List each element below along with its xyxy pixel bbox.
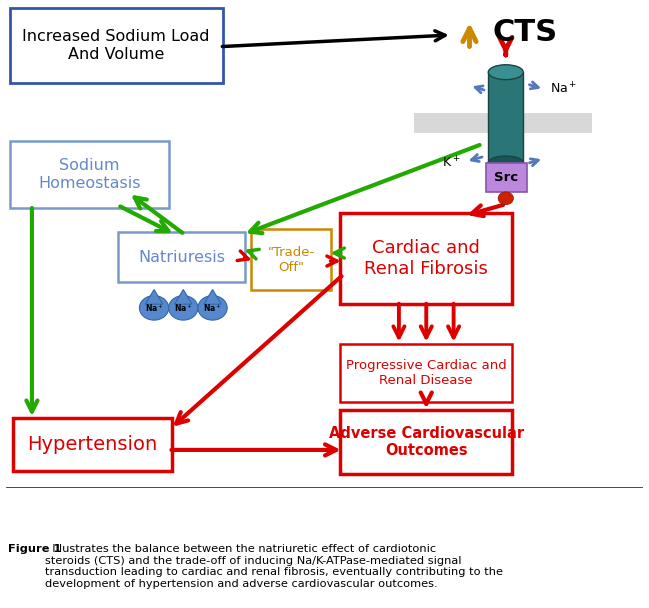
Text: Figure 1: Figure 1 xyxy=(8,544,61,554)
Circle shape xyxy=(169,295,198,320)
Polygon shape xyxy=(175,289,192,304)
Text: Sodium
Homeostasis: Sodium Homeostasis xyxy=(38,159,140,191)
Text: Illustrates the balance between the natriuretic effect of cardiotonic
steroids (: Illustrates the balance between the natr… xyxy=(45,544,504,589)
Text: Progressive Cardiac and
Renal Disease: Progressive Cardiac and Renal Disease xyxy=(346,359,507,387)
FancyBboxPatch shape xyxy=(10,9,223,83)
FancyBboxPatch shape xyxy=(341,344,512,402)
FancyBboxPatch shape xyxy=(341,213,512,303)
Text: Adverse Cardiovascular
Outcomes: Adverse Cardiovascular Outcomes xyxy=(328,426,524,458)
Text: Src: Src xyxy=(495,171,519,184)
Ellipse shape xyxy=(488,64,523,80)
Text: Na$^+$: Na$^+$ xyxy=(203,302,222,314)
Text: Natriuresis: Natriuresis xyxy=(138,249,225,264)
Text: Cardiac and
Renal Fibrosis: Cardiac and Renal Fibrosis xyxy=(364,239,488,278)
Circle shape xyxy=(498,192,513,205)
Text: CTS: CTS xyxy=(493,18,557,47)
Text: Na$^+$: Na$^+$ xyxy=(145,302,164,314)
Text: Increased Sodium Load
And Volume: Increased Sodium Load And Volume xyxy=(23,29,210,62)
FancyBboxPatch shape xyxy=(341,410,512,474)
Polygon shape xyxy=(145,289,163,304)
Circle shape xyxy=(140,295,169,320)
FancyBboxPatch shape xyxy=(117,232,245,282)
Bar xyxy=(488,72,523,163)
Circle shape xyxy=(198,295,227,320)
FancyBboxPatch shape xyxy=(13,418,172,471)
Bar xyxy=(413,113,592,133)
Text: Na$^+$: Na$^+$ xyxy=(174,302,193,314)
FancyBboxPatch shape xyxy=(10,142,169,208)
Text: Hypertension: Hypertension xyxy=(27,435,158,454)
Text: K$^+$: K$^+$ xyxy=(441,155,460,170)
FancyBboxPatch shape xyxy=(251,229,331,291)
Polygon shape xyxy=(204,289,221,304)
Text: Na$^+$: Na$^+$ xyxy=(550,81,578,97)
Ellipse shape xyxy=(488,156,523,169)
FancyBboxPatch shape xyxy=(486,163,527,192)
Text: "Trade-
Off": "Trade- Off" xyxy=(267,246,315,274)
